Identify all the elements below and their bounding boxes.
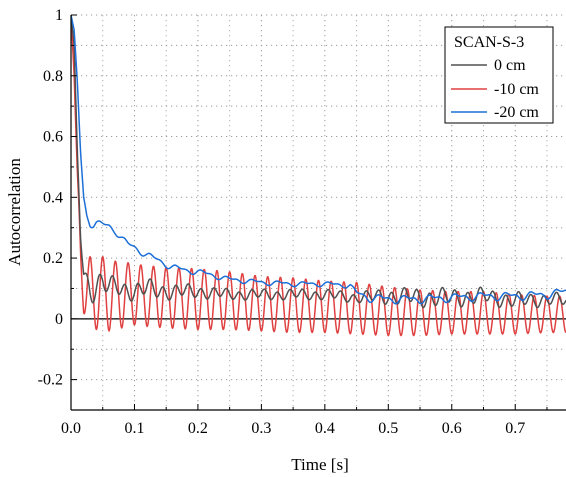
y-axis-title: Autocorrelation xyxy=(5,158,24,266)
legend-title: SCAN-S-3 xyxy=(454,34,524,51)
x-tick-label: 0.2 xyxy=(188,420,208,437)
x-axis-title: Time [s] xyxy=(291,455,348,474)
legend-label-minus-10-cm: -10 cm xyxy=(494,81,539,98)
axes xyxy=(70,14,566,411)
x-tick-label: 0.4 xyxy=(315,420,335,437)
legend: SCAN-S-3 0 cm -10 cm -20 cm xyxy=(444,26,554,124)
tick-labels: 0.0 0.1 0.2 0.3 0.4 0.5 0.6 0.7 -0.2 0 0.2 0.4 0.6 0.… xyxy=(38,7,526,437)
series-lines xyxy=(71,15,566,337)
y-tick-label: -0.2 xyxy=(38,372,63,389)
x-tick-label: 0.0 xyxy=(61,420,81,437)
series-line-0minus-cm xyxy=(71,15,566,309)
y-tick-label: 0 xyxy=(55,311,63,328)
y-tick-label: 0.8 xyxy=(43,68,63,85)
series-line-minus-20-cm xyxy=(71,15,566,305)
y-tick-label: 0.4 xyxy=(43,189,63,206)
legend-label-0-cm: 0 cm xyxy=(494,57,526,74)
y-tick-label: 0.2 xyxy=(43,250,63,267)
x-tick-label: 0.7 xyxy=(505,420,525,437)
legend-label-minus-20-cm: -20 cm xyxy=(494,104,539,121)
x-tick-label: 0.3 xyxy=(251,420,271,437)
legend-box xyxy=(444,26,554,124)
x-tick-label: 0.6 xyxy=(442,420,462,437)
x-tick-label: 0.1 xyxy=(124,420,144,437)
y-tick-label: 0.6 xyxy=(43,129,63,146)
x-tick-label: 0.5 xyxy=(378,420,398,437)
y-tick-label: 1 xyxy=(55,7,63,24)
